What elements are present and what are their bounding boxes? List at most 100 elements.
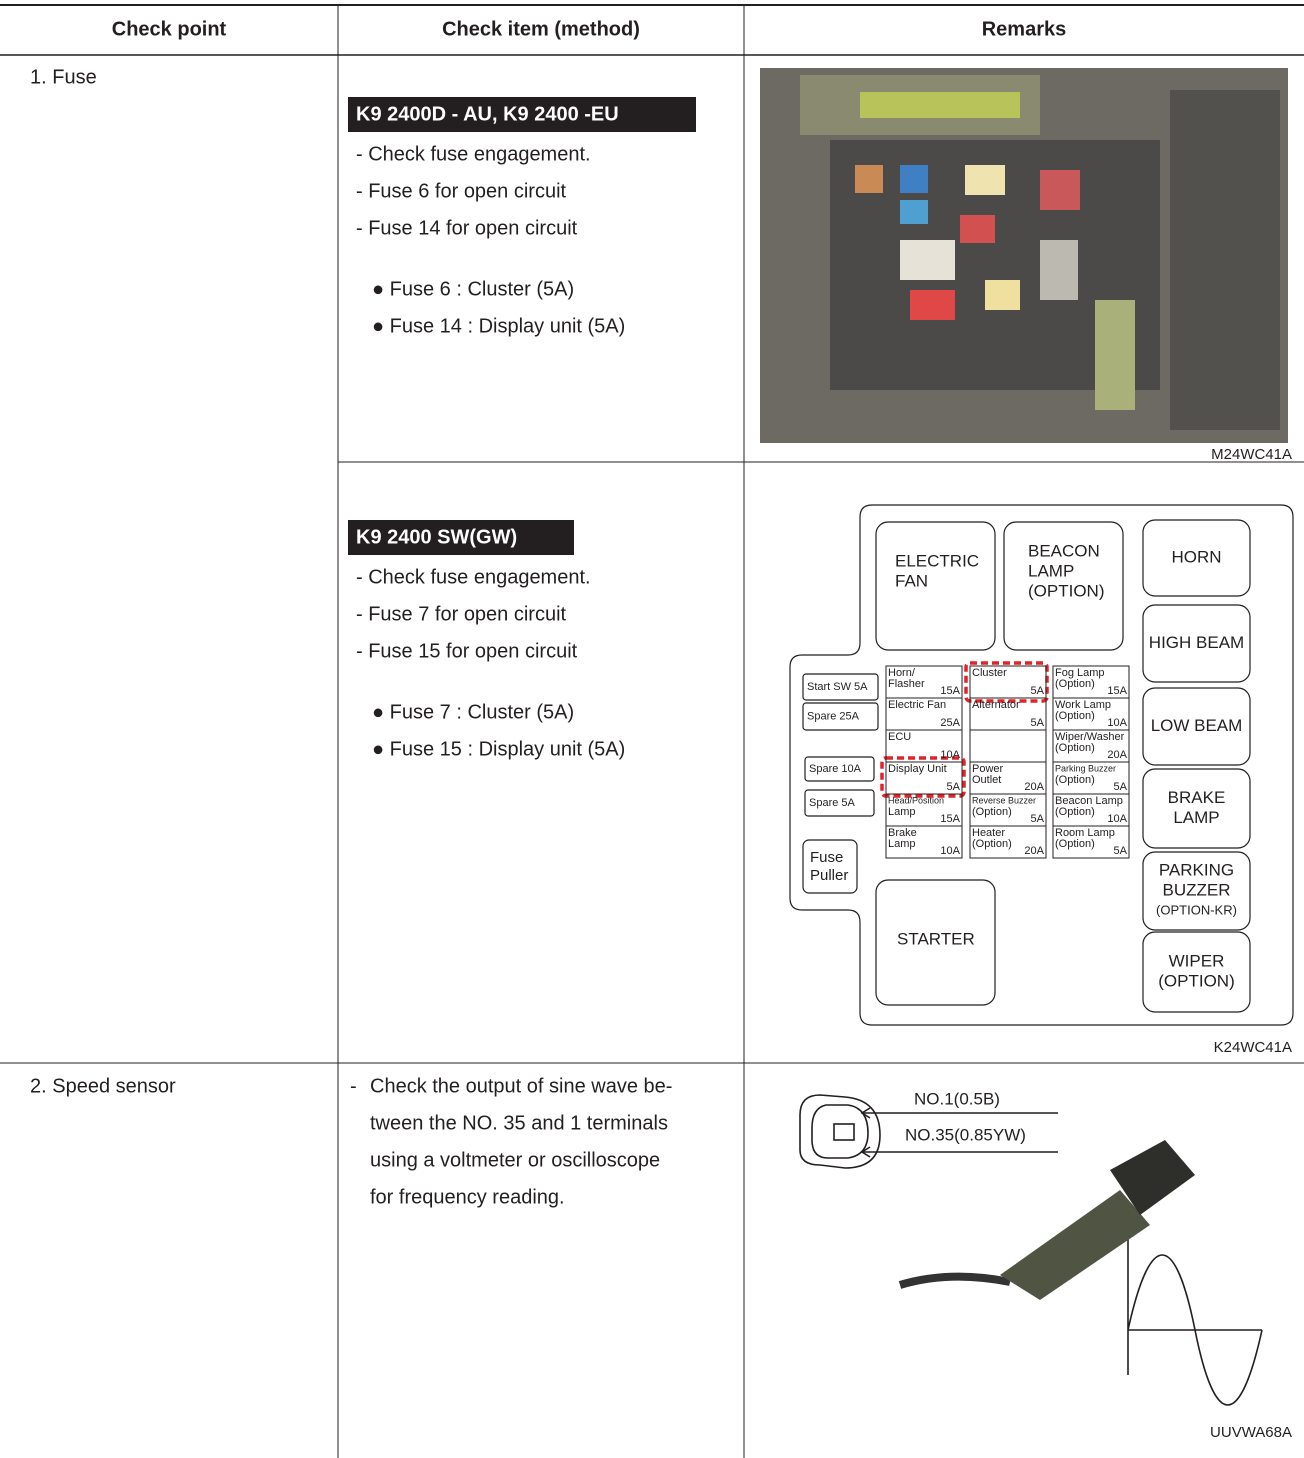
spare-fuse: Spare 10A: [809, 763, 862, 775]
column-header: Check point: [112, 18, 227, 40]
fuse-name: Power: [972, 763, 1004, 775]
fuse-name: Lamp: [888, 806, 916, 818]
relay-box: [802, 673, 879, 701]
method-line: using a voltmeter or oscilloscope: [370, 1149, 660, 1171]
relay-label: WIPER: [1169, 951, 1225, 970]
sensor-label: NO.1(0.5B): [914, 1089, 1000, 1108]
fuse-name: Lamp: [888, 838, 916, 850]
fuse-amp: 10A: [940, 845, 960, 857]
relay-label: STARTER: [897, 929, 975, 948]
fuse-name: Parking Buzzer: [1055, 763, 1116, 773]
fuse-name: Beacon Lamp: [1055, 795, 1123, 807]
fuse-amp: 20A: [1024, 845, 1044, 857]
check-step: - Fuse 14 for open circuit: [356, 217, 578, 239]
fuse-cell: [969, 729, 1047, 763]
method-line: Check the output of sine wave be-: [370, 1075, 672, 1097]
fuse-diagram-outline: [789, 504, 1294, 1026]
relay-box: [1142, 851, 1251, 931]
highlights: [880, 661, 1049, 798]
relay-box: [875, 879, 996, 1006]
model-label: K9 2400 SW(GW): [356, 526, 517, 548]
fuse-name: Fog Lamp: [1055, 667, 1105, 679]
fuse-amp: 10A: [1107, 717, 1127, 729]
check-point: 2. Speed sensor: [30, 1075, 176, 1097]
relay-label: BUZZER: [1163, 880, 1231, 899]
fuse-name: Head/Position: [888, 795, 944, 805]
figure-code: UUVWA68A: [1210, 1424, 1292, 1441]
fuse-amp: 5A: [1031, 717, 1045, 729]
spare-fuse: Spare 25A: [807, 710, 860, 722]
check-note: ● Fuse 15 : Display unit (5A): [372, 738, 625, 760]
check-note: ● Fuse 7 : Cluster (5A): [372, 701, 574, 723]
fuse-name: Reverse Buzzer: [972, 795, 1036, 805]
relay-box: [804, 789, 875, 817]
model-label: K9 2400D - AU, K9 2400 -EU: [356, 103, 619, 125]
fuse-name: Flasher: [888, 678, 925, 690]
model-badge: [348, 520, 574, 555]
fuse-name: Brake: [888, 827, 917, 839]
check-step: - Fuse 15 for open circuit: [356, 640, 578, 662]
fuse-name: Display Unit: [888, 763, 947, 775]
speed-sensor-art: [799, 1094, 1263, 1406]
check-step: - Check fuse engagement.: [356, 143, 591, 165]
fuse-amp: 5A: [1114, 781, 1128, 793]
fuse-name: Alternator: [972, 699, 1020, 711]
fuse-name: Electric Fan: [888, 699, 946, 711]
relay-label: LOW BEAM: [1151, 716, 1243, 735]
relay-box: [802, 839, 858, 894]
check-point: 1. Fuse: [30, 66, 97, 88]
fuse-name: Work Lamp: [1055, 699, 1111, 711]
relay-label: ELECTRIC: [895, 551, 979, 570]
fuse-amp: 15A: [940, 813, 960, 825]
fuse-amp: 25A: [940, 717, 960, 729]
fuse-name: (Option): [1055, 678, 1095, 690]
fuse-amp: 10A: [940, 749, 960, 761]
relay-label: HIGH BEAM: [1149, 633, 1244, 652]
relay-label: BEACON: [1028, 541, 1100, 560]
spare-fuse: Spare 5A: [809, 797, 856, 809]
fuse-amp: 10A: [1107, 813, 1127, 825]
table-lines: [0, 4, 1304, 1458]
relay-label: PARKING: [1159, 860, 1234, 879]
relay-label: BRAKE: [1168, 788, 1226, 807]
fuse-name: Horn/: [888, 667, 916, 679]
fuse-cell: [885, 825, 963, 859]
fuse-name: Outlet: [972, 774, 1001, 786]
check-step: - Fuse 7 for open circuit: [356, 603, 567, 625]
fuse-puller-label: Fuse: [810, 849, 843, 866]
relay-label: (OPTION): [1028, 581, 1105, 600]
method-line: tween the NO. 35 and 1 terminals: [370, 1112, 668, 1134]
column-header: Remarks: [982, 18, 1067, 40]
check-step: - Fuse 6 for open circuit: [356, 180, 567, 202]
figure-code: K24WC41A: [1214, 1039, 1292, 1056]
relay-box: [1142, 931, 1251, 1013]
fuse-name: (Option): [1055, 806, 1095, 818]
model-badge: [348, 97, 696, 132]
fuse-amp: 15A: [940, 685, 960, 697]
fuse-name: (Option): [1055, 710, 1095, 722]
relay-label: HORN: [1171, 547, 1221, 566]
relay-box: [804, 756, 875, 782]
relay-box: [802, 702, 879, 731]
relay-box: [1142, 519, 1251, 597]
relay-label: FAN: [895, 571, 928, 590]
relay-label: LAMP: [1028, 561, 1074, 580]
fuse-name: (Option): [1055, 742, 1095, 754]
method-line: for frequency reading.: [370, 1186, 565, 1208]
fuse-puller-label: Puller: [810, 867, 848, 884]
relay-box: [1142, 768, 1251, 849]
fuse-amp: 5A: [1114, 845, 1128, 857]
relay-box: [875, 521, 996, 651]
check-step: - Check fuse engagement.: [356, 566, 591, 588]
fuse-name: (Option): [972, 838, 1012, 850]
fuse-name: (Option): [972, 806, 1012, 818]
method-marker: -: [350, 1075, 357, 1097]
relay-label: (OPTION): [1158, 971, 1235, 990]
fuse-amp: 20A: [1107, 749, 1127, 761]
relay-label: (OPTION-KR): [1156, 902, 1237, 917]
fuse-amp: 5A: [947, 781, 961, 793]
fuse-photo: [760, 68, 1288, 443]
fuse-cell: [969, 825, 1047, 859]
fuse-name: Wiper/Washer: [1055, 731, 1125, 743]
